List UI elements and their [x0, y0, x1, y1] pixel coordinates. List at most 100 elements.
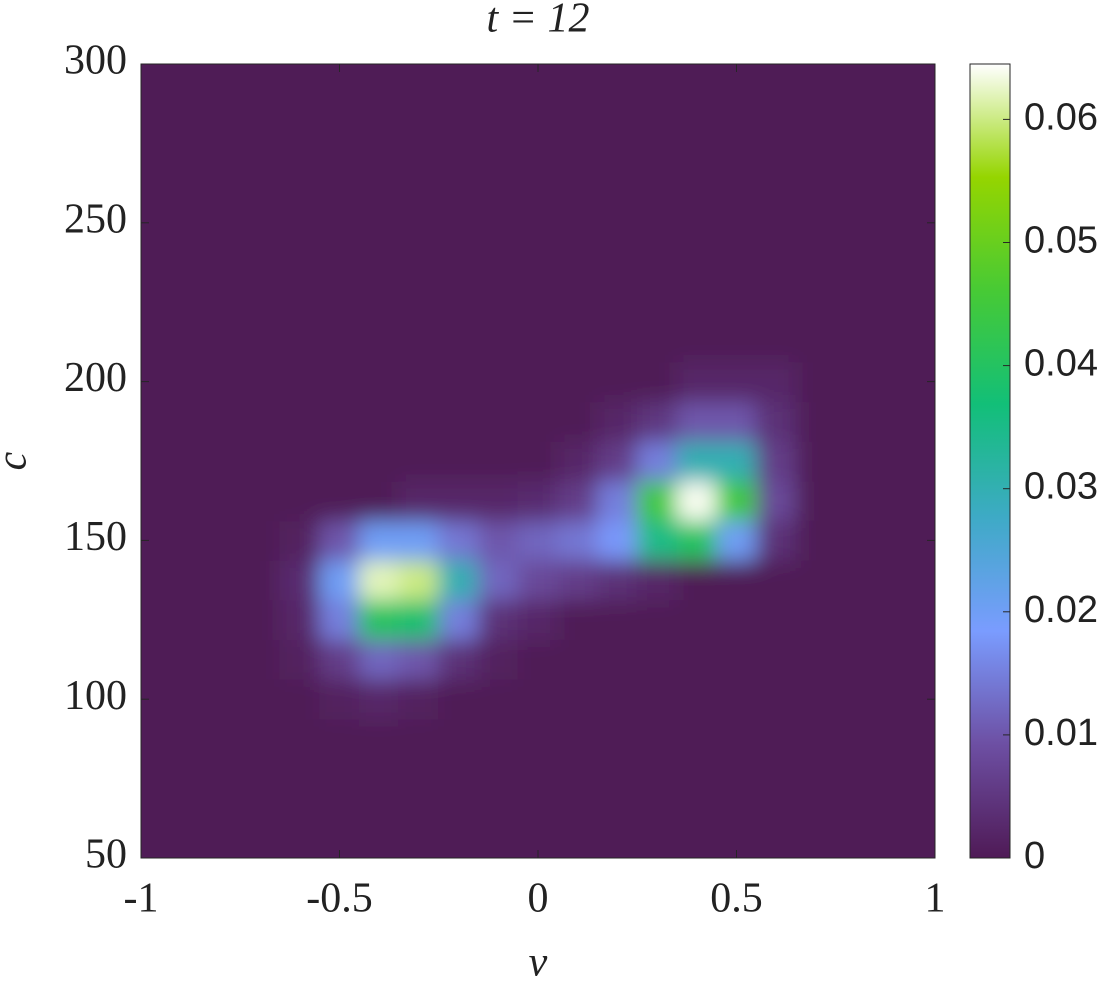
cell	[279, 123, 321, 164]
cell	[874, 123, 916, 164]
cell	[636, 559, 678, 601]
cell	[141, 83, 162, 125]
cell	[438, 559, 479, 601]
cell	[835, 718, 876, 760]
cell	[358, 837, 400, 858]
cell	[557, 202, 599, 244]
cell	[795, 718, 837, 760]
cell	[835, 639, 876, 680]
y-tick-label: 150	[64, 514, 127, 560]
x-tick-label: 0.5	[710, 876, 763, 922]
cell	[477, 321, 519, 363]
cell	[755, 440, 797, 482]
cell	[676, 281, 718, 323]
cell	[358, 400, 400, 442]
cell	[597, 83, 638, 125]
cell	[914, 440, 935, 482]
cell	[279, 64, 321, 85]
cell	[239, 599, 281, 641]
x-axis-label: v	[529, 940, 548, 982]
cell	[755, 321, 797, 363]
cell	[597, 64, 638, 85]
cell	[676, 202, 718, 244]
cell	[141, 281, 162, 323]
cell	[557, 559, 599, 601]
cell	[477, 83, 519, 125]
cell	[438, 639, 479, 680]
cell	[319, 758, 360, 799]
cell	[398, 480, 440, 522]
cell	[358, 440, 400, 482]
cell	[517, 64, 559, 85]
cell	[914, 480, 935, 522]
cell	[557, 440, 599, 482]
cell	[477, 639, 519, 680]
cell	[279, 242, 321, 283]
cell	[636, 718, 678, 760]
cell	[239, 837, 281, 858]
cell	[874, 321, 916, 363]
cell	[835, 559, 876, 601]
cell	[597, 520, 638, 561]
cell	[239, 639, 281, 680]
cell	[279, 440, 321, 482]
cell	[597, 321, 638, 363]
cell	[755, 599, 797, 641]
cell	[795, 440, 837, 482]
cell	[517, 520, 559, 561]
cell	[477, 520, 519, 561]
cell	[835, 162, 876, 204]
cell	[636, 599, 678, 641]
cell	[141, 361, 162, 402]
cell	[716, 678, 757, 720]
cell	[319, 797, 360, 839]
cell	[597, 678, 638, 720]
cell	[557, 639, 599, 680]
cell	[160, 639, 202, 680]
cell	[200, 520, 241, 561]
cell	[597, 361, 638, 402]
cell	[676, 520, 718, 561]
cell	[874, 520, 916, 561]
cell	[835, 599, 876, 641]
cell	[636, 202, 678, 244]
cell	[319, 639, 360, 680]
y-tick-label: 300	[64, 38, 127, 84]
cell	[914, 361, 935, 402]
cell	[636, 639, 678, 680]
cell	[398, 837, 440, 858]
cell	[319, 162, 360, 204]
cell	[398, 797, 440, 839]
cell	[676, 162, 718, 204]
cell	[141, 520, 162, 561]
cell	[279, 202, 321, 244]
colorbar	[969, 63, 1011, 859]
y-tick-label: 50	[85, 832, 127, 878]
cell	[477, 718, 519, 760]
cell	[795, 599, 837, 641]
cell	[636, 400, 678, 442]
cell	[517, 202, 559, 244]
cell	[755, 678, 797, 720]
cell	[795, 639, 837, 680]
cell	[755, 837, 797, 858]
cell	[835, 520, 876, 561]
cell	[755, 242, 797, 283]
cell	[636, 83, 678, 125]
cell	[438, 837, 479, 858]
cell	[517, 559, 559, 601]
cell	[676, 361, 718, 402]
cell	[141, 599, 162, 641]
cell	[398, 162, 440, 204]
cell	[239, 162, 281, 204]
cell	[141, 242, 162, 283]
cell	[279, 639, 321, 680]
cell	[239, 123, 281, 164]
cell	[398, 440, 440, 482]
cell	[319, 281, 360, 323]
cell	[160, 64, 202, 85]
cell	[279, 599, 321, 641]
cell	[239, 480, 281, 522]
cell	[914, 162, 935, 204]
cell	[676, 559, 718, 601]
